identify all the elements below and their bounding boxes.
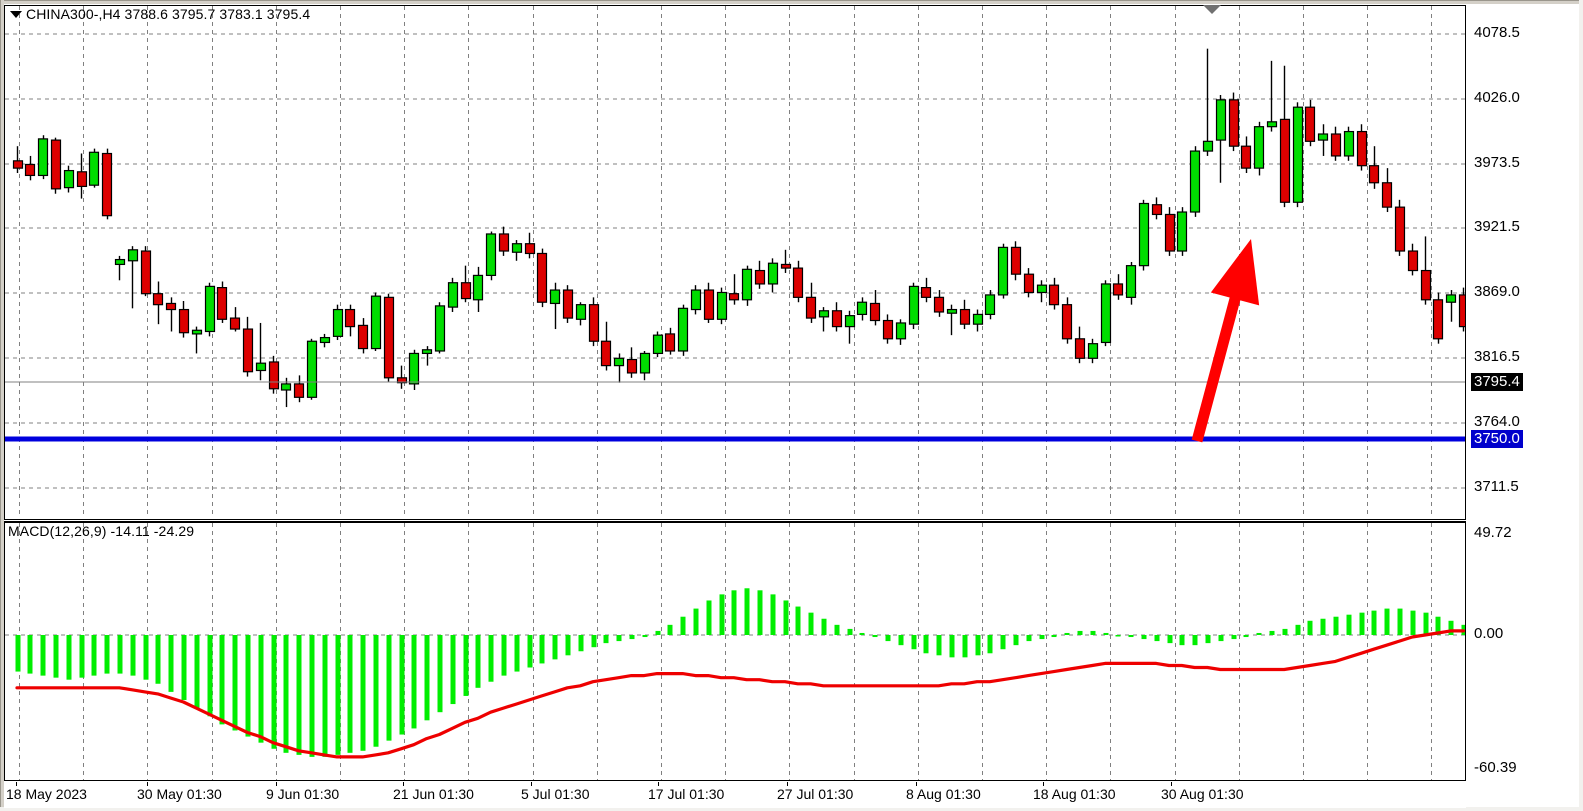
time-axis-tick-6: 27 Jul 01:30 — [777, 786, 854, 802]
price-scale-tick-5: 3816.5 — [1474, 348, 1520, 365]
price-scale-tick-2: 3973.5 — [1474, 154, 1520, 171]
time-axis-tickmark-8 — [1043, 782, 1044, 786]
price-scale-tick-6: 3764.0 — [1474, 413, 1520, 430]
time-axis-tick-1: 30 May 01:30 — [137, 786, 222, 802]
support-price-badge: 3750.0 — [1471, 430, 1523, 448]
price-plot-canvas — [5, 6, 1465, 518]
time-axis-tick-4: 5 Jul 01:30 — [521, 786, 590, 802]
time-axis-tickmark-7 — [916, 782, 917, 786]
pane-divider[interactable] — [4, 519, 1466, 522]
time-axis-tick-0: 18 May 2023 — [6, 786, 87, 802]
current-price-badge: 3795.4 — [1471, 373, 1523, 391]
time-axis-tickmark-9 — [1171, 782, 1172, 786]
time-axis-tickmark-5 — [658, 782, 659, 786]
time-scale-axis[interactable]: 18 May 2023 30 May 01:30 9 Jun 01:30 21 Jun… — [4, 782, 1466, 808]
time-axis-tickmark-6 — [787, 782, 788, 786]
time-axis-tick-5: 17 Jul 01:30 — [648, 786, 725, 802]
symbol-ohlc-label: CHINA300-,H4 3788.6 3795.7 3783.1 3795.4 — [26, 6, 311, 22]
macd-scale-tick-0: 49.72 — [1474, 524, 1512, 541]
macd-scale-tick-2: -60.39 — [1474, 759, 1517, 776]
price-scale-tick-3: 3921.5 — [1474, 218, 1520, 235]
time-axis-tickmark-1 — [147, 782, 148, 786]
time-axis-tickmark-0 — [16, 782, 17, 786]
time-axis-tick-7: 8 Aug 01:30 — [906, 786, 981, 802]
time-axis-tickmark-3 — [403, 782, 404, 786]
macd-indicator-pane[interactable] — [4, 522, 1466, 781]
time-axis-tick-3: 21 Jun 01:30 — [393, 786, 474, 802]
price-scale-axis[interactable]: 4078.5 4026.0 3973.5 3921.5 3869.0 3816.5 3764… — [1466, 5, 1579, 781]
macd-plot-canvas — [5, 523, 1465, 780]
price-scale-tick-7: 3711.5 — [1474, 478, 1519, 495]
chevron-down-icon[interactable] — [10, 11, 22, 18]
window-frame-left — [0, 0, 4, 811]
time-axis-tick-9: 30 Aug 01:30 — [1161, 786, 1244, 802]
price-scale-tick-1: 4026.0 — [1474, 89, 1520, 106]
triangle-down-marker-icon[interactable] — [1203, 5, 1221, 14]
time-axis-tickmark-4 — [531, 782, 532, 786]
macd-scale-tick-1: 0.00 — [1474, 625, 1504, 642]
price-scale-tick-4: 3869.0 — [1474, 283, 1520, 300]
window-frame-right — [1579, 0, 1583, 811]
window-frame-top — [0, 0, 1583, 4]
time-axis-tickmark-2 — [276, 782, 277, 786]
macd-indicator-label: MACD(12,26,9) -14.11 -24.29 — [8, 523, 195, 539]
price-scale-tick-0: 4078.5 — [1474, 24, 1520, 41]
window-frame-bottom — [0, 807, 1583, 811]
price-chart-pane[interactable] — [4, 5, 1466, 519]
time-axis-tick-2: 9 Jun 01:30 — [266, 786, 340, 802]
time-axis-tick-8: 18 Aug 01:30 — [1033, 786, 1116, 802]
